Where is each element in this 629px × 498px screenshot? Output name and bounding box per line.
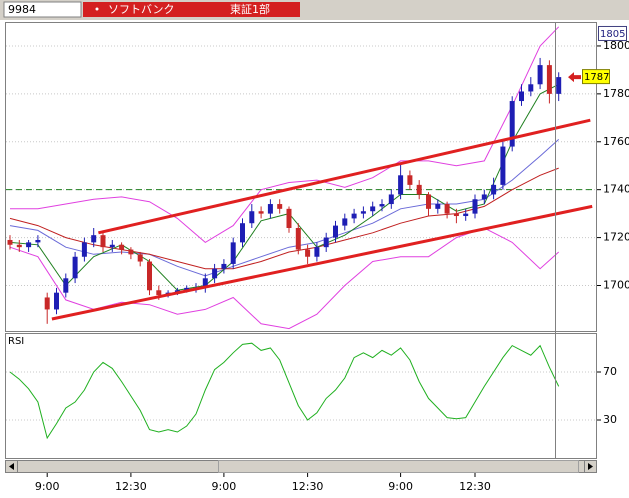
trend-line [98, 118, 591, 235]
candle-body [546, 65, 552, 94]
candle-body [156, 290, 162, 296]
y-tick-label: 1740 [603, 183, 629, 196]
indicator-line [10, 26, 560, 244]
trend-line [51, 204, 593, 321]
x-tick-label: 12:30 [459, 480, 491, 493]
code-input[interactable] [3, 1, 82, 18]
candle-body [407, 175, 413, 185]
candle-body [286, 208, 292, 228]
rsi-title: RSI [8, 336, 24, 347]
y-tick-label: 70 [603, 365, 617, 378]
candle-body [500, 146, 506, 185]
code: 9984 [8, 3, 36, 16]
plot-layer [6, 26, 596, 440]
candle-body [314, 247, 320, 257]
candle-body [91, 235, 97, 243]
candle-body [556, 77, 562, 94]
arrow-right [588, 463, 593, 470]
rsi-line [9, 342, 560, 440]
candle-body [416, 184, 422, 195]
candle-body [137, 254, 143, 262]
candle-body [277, 204, 283, 209]
candle-body [537, 65, 543, 85]
last-price-box [582, 69, 610, 85]
candle-body [128, 249, 134, 255]
candle-body [472, 199, 478, 214]
y-tick-label: 1700 [603, 278, 629, 291]
candle-body [147, 261, 152, 291]
x-tick-label: 9:00 [35, 480, 60, 493]
price-panel [5, 22, 597, 332]
candle-body [519, 91, 524, 102]
candle-body [81, 242, 87, 257]
price-arrow [568, 72, 581, 83]
candle-body [63, 278, 69, 293]
candle-body [100, 235, 106, 248]
candle-body [444, 204, 450, 214]
candle-body [342, 218, 348, 226]
candle-body [333, 225, 338, 238]
y-tick-label: 1720 [603, 231, 629, 244]
candle-body [295, 228, 301, 250]
x-tick-label: 12:30 [115, 480, 147, 493]
candle-body [435, 204, 441, 209]
candle-body [184, 287, 190, 291]
candle-body [267, 204, 273, 214]
candle-body [370, 206, 376, 212]
candle-body [323, 237, 329, 248]
candle-body [528, 84, 534, 92]
y-tick-label: 30 [603, 413, 617, 426]
candle-body [491, 184, 497, 195]
candle-body [26, 242, 32, 248]
top-price: 1805 [600, 29, 625, 40]
last-price: 1787 [584, 72, 609, 83]
candle-body [7, 239, 13, 245]
rsi-panel [5, 333, 597, 459]
bullet [95, 7, 99, 11]
candle-body [72, 256, 78, 279]
market: 東証1部 [230, 2, 270, 16]
y-tick-label: 1800 [603, 39, 629, 52]
scroll-thumb[interactable] [218, 460, 579, 473]
x-tick-label: 9:00 [212, 480, 237, 493]
candle-body [463, 213, 469, 217]
candle-body [54, 292, 59, 310]
candle-body [453, 213, 459, 217]
stock-name: ソフトバンク [108, 3, 175, 16]
candle-body [212, 268, 218, 279]
candle-body [249, 211, 255, 224]
candle-body [509, 101, 515, 147]
candle-body [305, 249, 311, 257]
candle-body [35, 239, 41, 243]
candle-body [230, 242, 236, 264]
candle-body [240, 223, 245, 243]
y-tick-label: 1780 [603, 87, 629, 100]
candle-body [221, 263, 227, 269]
candle-body [258, 211, 264, 214]
candle-body [351, 213, 357, 219]
candle-body [398, 175, 404, 195]
candle-body [109, 244, 115, 248]
candle-body [481, 194, 487, 200]
top-price-box [598, 25, 627, 41]
candle-body [44, 297, 50, 310]
candle-body [426, 194, 431, 209]
candle-body [202, 278, 208, 288]
candle-body [388, 194, 394, 205]
x-tick-label: 9:00 [388, 480, 413, 493]
name-bar [83, 2, 300, 17]
candle-body [16, 244, 22, 248]
y-tick-label: 1760 [603, 135, 629, 148]
candle-body [119, 244, 125, 250]
candle-body [379, 204, 385, 207]
candle-body [360, 211, 366, 214]
arrow-left [9, 463, 14, 470]
x-tick-label: 12:30 [292, 480, 324, 493]
